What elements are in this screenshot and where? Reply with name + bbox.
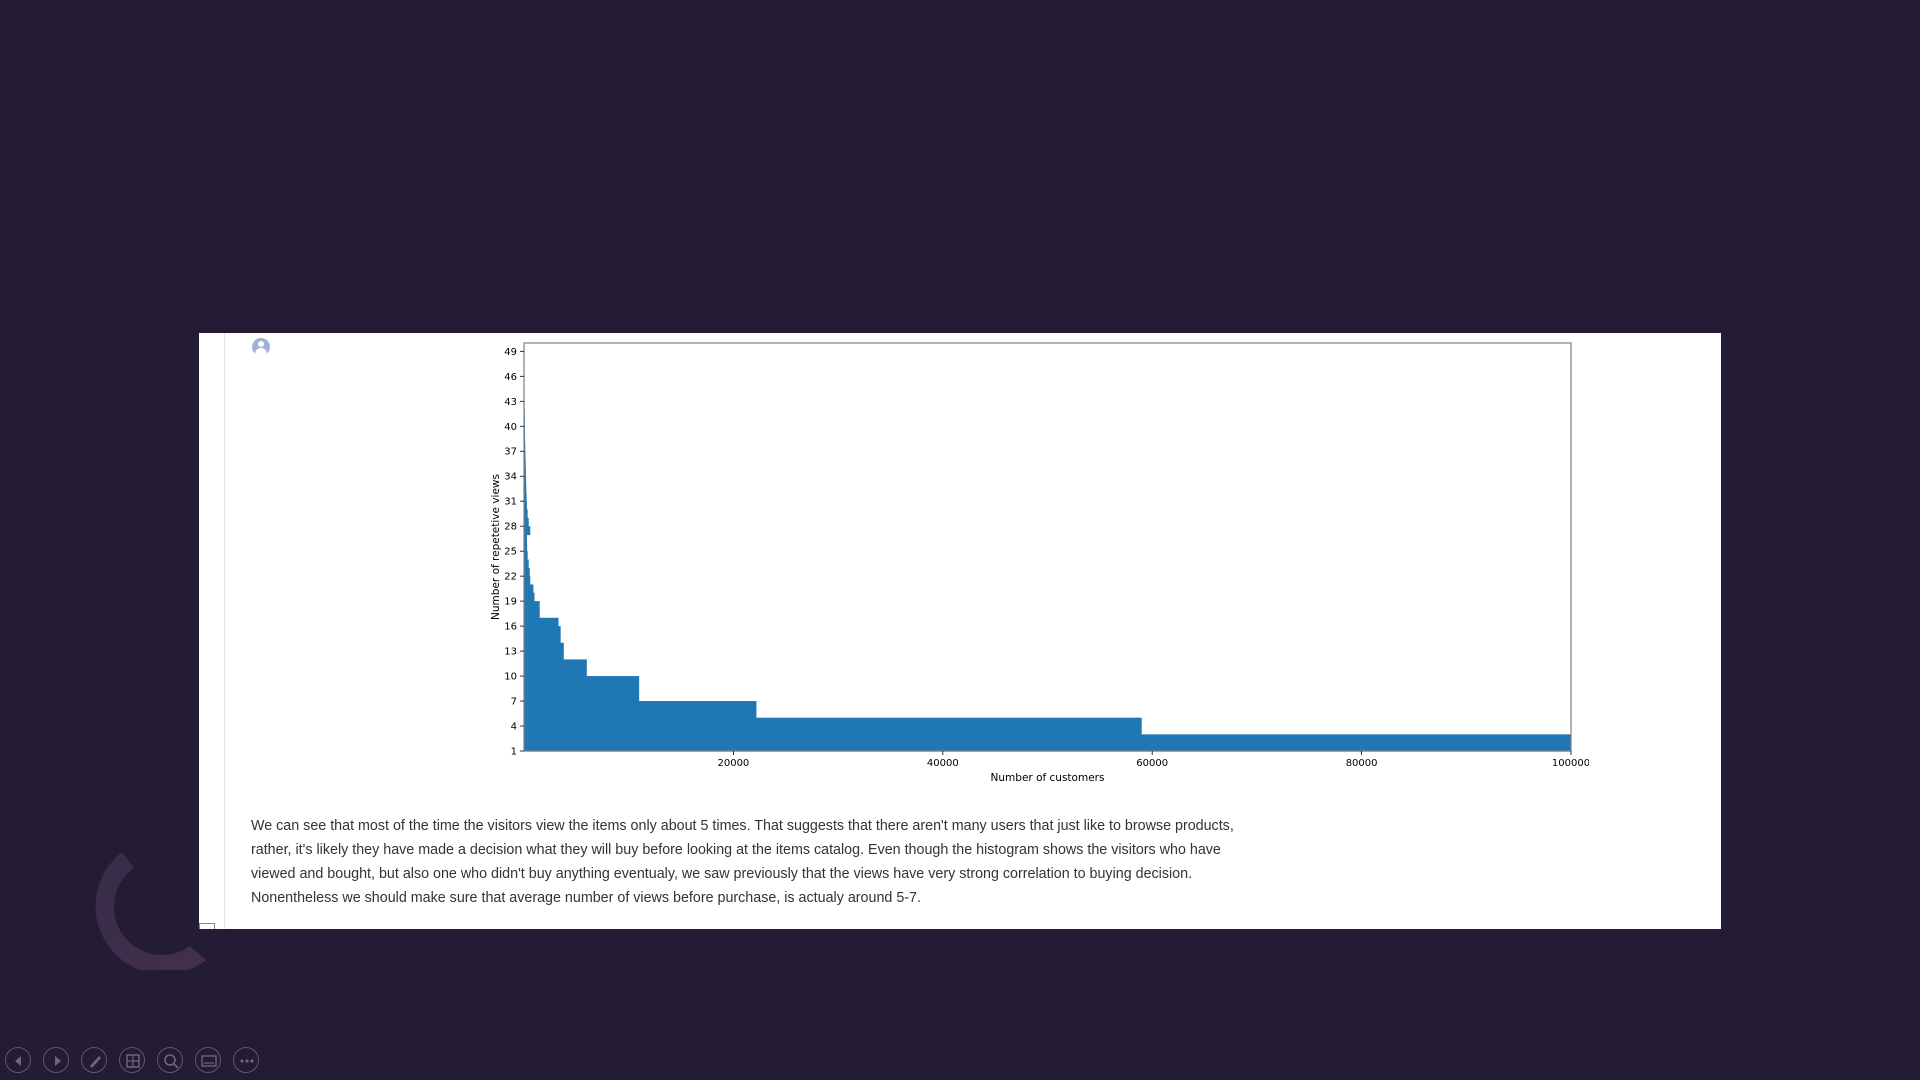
x-tick-label: 80000	[1346, 758, 1378, 769]
x-tick-label: 60000	[1136, 758, 1168, 769]
histogram-bar	[524, 517, 529, 527]
histogram-bar	[524, 734, 1571, 744]
histogram-bar	[524, 526, 531, 536]
previous-icon[interactable]	[5, 1047, 31, 1073]
histogram-bar	[524, 667, 587, 677]
histogram-bar	[524, 692, 640, 702]
histogram-bar	[524, 451, 526, 461]
histogram-bar	[524, 501, 527, 511]
histogram-bar	[524, 684, 640, 694]
x-tick-label: 100000	[1552, 758, 1589, 769]
histogram-bar	[524, 442, 526, 452]
slides-grid-icon[interactable]	[119, 1047, 145, 1073]
histogram-bar	[524, 609, 540, 619]
histogram-bar	[524, 559, 529, 569]
y-tick-label: 7	[511, 697, 517, 708]
histogram-bar	[524, 592, 535, 602]
more-options-icon[interactable]	[233, 1047, 259, 1073]
y-tick-label: 25	[504, 547, 517, 558]
y-tick-label: 16	[504, 622, 517, 633]
y-tick-label: 40	[504, 422, 517, 433]
y-tick-label: 46	[504, 372, 517, 383]
histogram-bar	[524, 676, 640, 685]
x-tick-label: 20000	[717, 758, 749, 769]
histogram-bar	[524, 642, 564, 652]
loading-spinner-icon	[95, 852, 206, 970]
zoom-icon[interactable]	[157, 1047, 183, 1073]
histogram-bar	[524, 484, 527, 494]
comment-icon[interactable]	[199, 923, 215, 929]
x-tick-label: 40000	[927, 758, 959, 769]
subtitles-icon[interactable]	[195, 1047, 221, 1073]
x-axis-label: Number of customers	[991, 772, 1105, 784]
histogram-bar	[524, 742, 1571, 752]
y-tick-label: 4	[511, 722, 517, 733]
histogram-bar	[524, 634, 561, 644]
y-tick-label: 37	[504, 447, 517, 458]
y-tick-label: 1	[511, 747, 517, 758]
histogram-chart: 1 4 7 10 13 16 19 22 25 28 31 34 37 40 43 46 49 20000 4000…	[490, 342, 1589, 784]
histogram-bar	[524, 567, 530, 577]
y-tick-label: 13	[504, 647, 517, 658]
slide: 1 4 7 10 13 16 19 22 25 28 31 34 37 40 43 46 49 20000 4000…	[199, 333, 1721, 929]
histogram-bar	[524, 509, 528, 519]
y-tick-label: 43	[504, 397, 517, 408]
histogram-bar	[524, 659, 587, 669]
next-icon[interactable]	[43, 1047, 69, 1073]
histogram-bar	[524, 459, 526, 469]
y-tick-label: 22	[504, 572, 517, 583]
histogram-bar	[524, 534, 527, 544]
y-tick-label: 10	[504, 672, 517, 683]
y-tick-label: 31	[504, 497, 517, 508]
histogram-bar	[524, 584, 534, 594]
left-rule	[224, 333, 225, 929]
histogram-bar	[524, 617, 559, 627]
slide-body-text: We can see that most of the time the vis…	[251, 818, 1234, 906]
y-tick-label: 28	[504, 522, 517, 533]
histogram-bar	[524, 601, 540, 611]
y-tick-label: 49	[504, 347, 517, 358]
histogram-bar	[524, 651, 564, 661]
histogram-bar	[524, 626, 561, 636]
histogram-bar	[524, 467, 526, 477]
plot-frame	[523, 342, 1572, 752]
histogram-bar	[524, 551, 528, 561]
histogram-bar	[524, 492, 527, 502]
histogram-bar	[524, 717, 1142, 727]
histogram-bar	[524, 576, 531, 586]
histogram-bar	[524, 709, 757, 719]
histogram-bar	[524, 476, 527, 486]
y-tick-label: 34	[504, 472, 517, 483]
histogram-bar	[524, 726, 1142, 735]
y-tick-label: 19	[504, 597, 517, 608]
y-axis-label: Number of repetetive views	[490, 474, 502, 620]
avatar-icon	[252, 338, 270, 356]
histogram-bar	[524, 701, 757, 710]
histogram-bar	[524, 542, 528, 552]
pen-icon[interactable]	[81, 1047, 107, 1073]
